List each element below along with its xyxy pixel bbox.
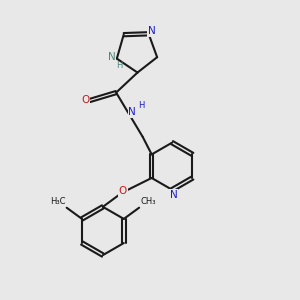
Text: O: O — [118, 186, 127, 196]
Text: N: N — [148, 26, 156, 36]
Text: H₃C: H₃C — [50, 197, 65, 206]
Text: H: H — [117, 61, 123, 70]
Text: N: N — [128, 107, 136, 117]
Text: CH₃: CH₃ — [141, 197, 156, 206]
Text: N: N — [108, 52, 116, 62]
Text: N: N — [170, 190, 177, 200]
Text: O: O — [81, 95, 89, 105]
Text: H: H — [139, 101, 145, 110]
